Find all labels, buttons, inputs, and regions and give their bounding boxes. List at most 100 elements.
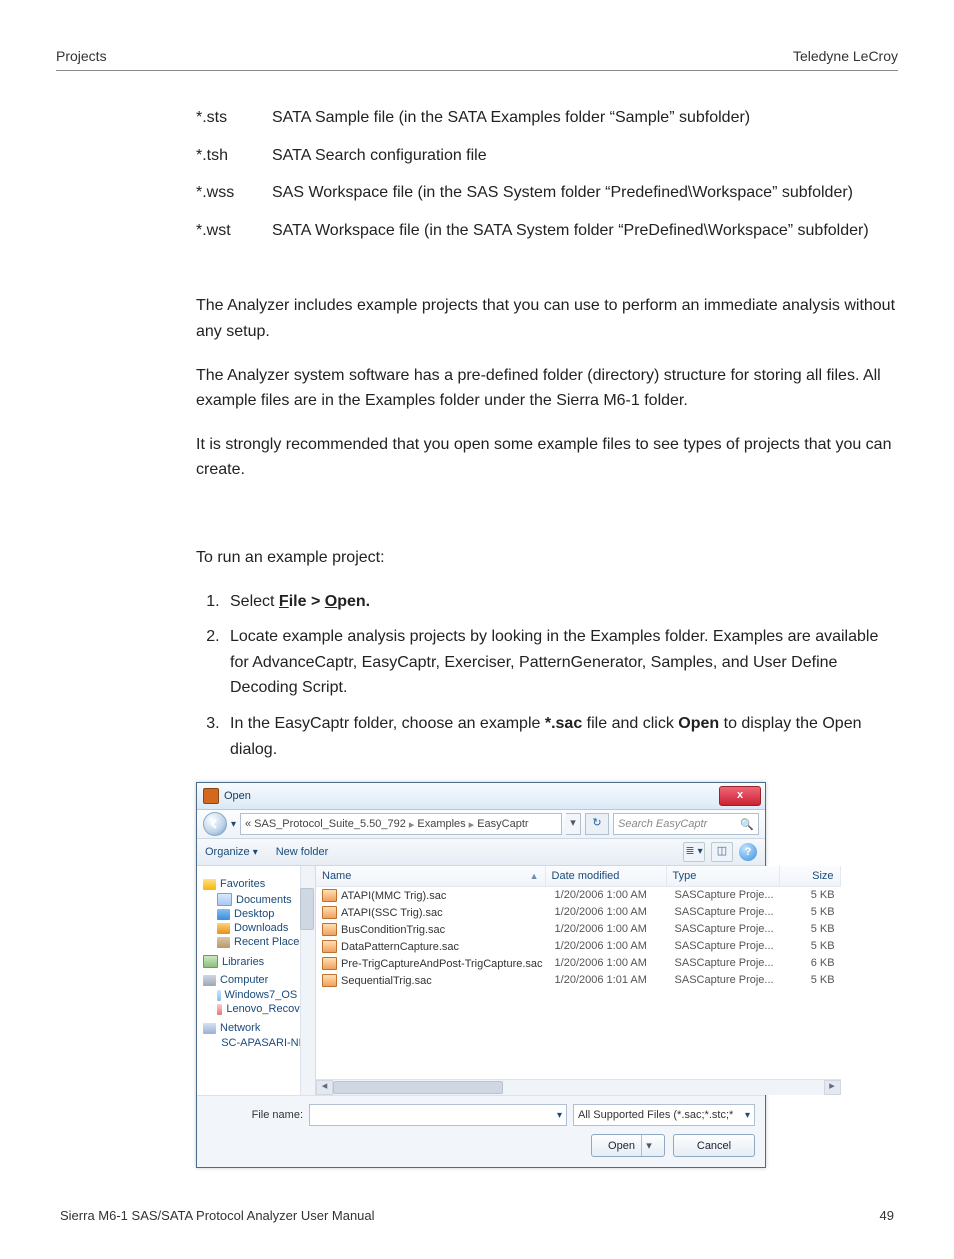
breadcrumb-dropdown[interactable]: ▾ [566,813,581,835]
file-date: 1/20/2006 1:01 AM [549,972,669,989]
file-name: SequentialTrig.sac [341,975,432,987]
close-button[interactable]: x [719,786,761,806]
file-type: SASCapture Proje... [669,938,781,955]
para-3: It is strongly recommended that you open… [196,432,898,483]
documents-icon [217,893,232,906]
dialog-titlebar[interactable]: Open x [197,783,765,810]
file-type-row: *.tshSATA Search configuration file [196,137,869,175]
file-name: BusConditionTrig.sac [341,924,445,936]
open-dialog-wrap: Open x ▾ « SAS_Protocol_Suite_5.50_792▸ … [196,782,898,1168]
dialog-title: Open [224,790,251,802]
step-2: Locate example analysis projects by look… [224,624,898,701]
open-split-dropdown[interactable]: ▾ [641,1135,656,1156]
page-header: Projects Teledyne LeCroy [56,48,898,64]
view-menu-button[interactable]: ≣ ▾ [683,842,705,862]
scroll-thumb[interactable] [333,1081,503,1094]
steps-list: Select File > Open. Locate example analy… [196,589,898,763]
refresh-button[interactable]: ↻ [585,813,609,835]
preview-pane-button[interactable]: ◫ [711,842,733,862]
help-button[interactable]: ? [739,843,757,861]
file-name: DataPatternCapture.sac [341,941,459,953]
file-desc: SAS Workspace file (in the SAS System fo… [272,174,869,212]
file-icon [322,906,337,919]
header-left: Projects [56,48,107,64]
scroll-right-button[interactable]: ▸ [824,1080,841,1095]
drive-icon [217,990,221,1001]
col-name[interactable]: Name▲ [316,866,546,886]
footer-left: Sierra M6-1 SAS/SATA Protocol Analyzer U… [60,1208,375,1223]
crumb-prefix: « [245,818,251,830]
organize-menu[interactable]: Organize ▾ [205,846,258,858]
search-placeholder: Search EasyCaptr [618,818,707,830]
crumb-0[interactable]: SAS_Protocol_Suite_5.50_792 [254,818,406,830]
desktop-icon [217,909,230,920]
col-date[interactable]: Date modified [546,866,667,886]
tree-libraries[interactable]: Libraries [203,955,315,968]
file-ext: *.wss [196,174,272,212]
file-size: 6 KB [781,955,841,972]
tree-computer[interactable]: Computer [203,974,315,986]
content: *.stsSATA Sample file (in the SATA Examp… [196,99,898,762]
file-name: ATAPI(MMC Trig).sac [341,890,446,902]
dialog-bottom: File name: ▾ All Supported Files (*.sac;… [197,1095,765,1167]
star-icon [203,879,216,890]
file-row[interactable]: Pre-TrigCaptureAndPost-TrigCapture.sac1/… [316,955,841,972]
crumb-1[interactable]: Examples [417,818,465,830]
para-4: To run an example project: [196,545,898,571]
file-ext: *.sts [196,99,272,137]
computer-icon [203,975,216,986]
back-button[interactable] [203,812,227,836]
file-icon [322,940,337,953]
scroll-left-button[interactable]: ◂ [316,1080,333,1095]
step-1: Select File > Open. [224,589,898,615]
cancel-button[interactable]: Cancel [673,1134,755,1157]
nav-row: ▾ « SAS_Protocol_Suite_5.50_792▸ Example… [197,810,765,839]
file-type-filter[interactable]: All Supported Files (*.sac;*.stc;*▾ [573,1104,755,1126]
file-type: SASCapture Proje... [669,955,781,972]
col-type[interactable]: Type [667,866,780,886]
tree-scrollbar-thumb[interactable] [300,888,314,930]
col-size[interactable]: Size [780,866,841,886]
dialog-body: Favorites Documents Desktop Downloads Re… [197,866,765,1095]
file-type: SASCapture Proje... [669,972,781,989]
file-row[interactable]: DataPatternCapture.sac1/20/2006 1:00 AMS… [316,938,841,955]
filename-input[interactable]: ▾ [309,1104,567,1126]
file-list: Name▲ Date modified Type Size ATAPI(MMC … [316,866,841,1095]
sort-asc-icon: ▲ [530,871,539,881]
file-type: SASCapture Proje... [669,921,781,938]
step-3: In the EasyCaptr folder, choose an examp… [224,711,898,762]
crumb-2[interactable]: EasyCaptr [477,818,528,830]
file-size: 5 KB [781,904,841,921]
breadcrumb[interactable]: « SAS_Protocol_Suite_5.50_792▸ Examples▸… [240,813,562,835]
file-row[interactable]: ATAPI(MMC Trig).sac 1/20/2006 1:00 AMSASC… [316,887,841,904]
tree-favorites[interactable]: Favorites [203,878,315,890]
dialog-toolbar: Organize ▾ New folder ≣ ▾ ◫ ? [197,839,765,866]
file-row[interactable]: SequentialTrig.sac 1/20/2006 1:01 AMSASCa… [316,972,841,989]
file-date: 1/20/2006 1:00 AM [549,921,669,938]
file-row[interactable]: ATAPI(SSC Trig).sac1/20/2006 1:00 AMSASC… [316,904,841,921]
file-type: SASCapture Proje... [669,904,781,921]
file-desc: SATA Sample file (in the SATA Examples f… [272,99,869,137]
file-date: 1/20/2006 1:00 AM [549,887,669,904]
search-input[interactable]: Search EasyCaptr 🔍 [613,813,759,835]
tree-scrollbar[interactable] [300,866,315,1095]
tree-network[interactable]: Network [203,1022,315,1034]
file-list-header: Name▲ Date modified Type Size [316,866,841,887]
header-rule [56,70,898,71]
app-icon [203,788,219,804]
file-type: SASCapture Proje... [669,887,781,904]
file-size: 5 KB [781,938,841,955]
file-desc: SATA Workspace file (in the SATA System … [272,212,869,250]
nav-history-dropdown[interactable]: ▾ [231,819,236,830]
open-button[interactable]: Open▾ [591,1134,665,1157]
libraries-icon [203,955,218,968]
file-row[interactable]: BusConditionTrig.sac 1/20/2006 1:00 AMSAS… [316,921,841,938]
new-folder-button[interactable]: New folder [276,846,329,858]
file-type-row: *.wssSAS Workspace file (in the SAS Syst… [196,174,869,212]
file-type-table: *.stsSATA Sample file (in the SATA Examp… [196,99,869,249]
recovery-icon [217,1004,222,1015]
network-icon [203,1023,216,1034]
file-hscrollbar[interactable]: ◂ ▸ [316,1079,841,1095]
file-size: 5 KB [781,972,841,989]
file-ext: *.tsh [196,137,272,175]
